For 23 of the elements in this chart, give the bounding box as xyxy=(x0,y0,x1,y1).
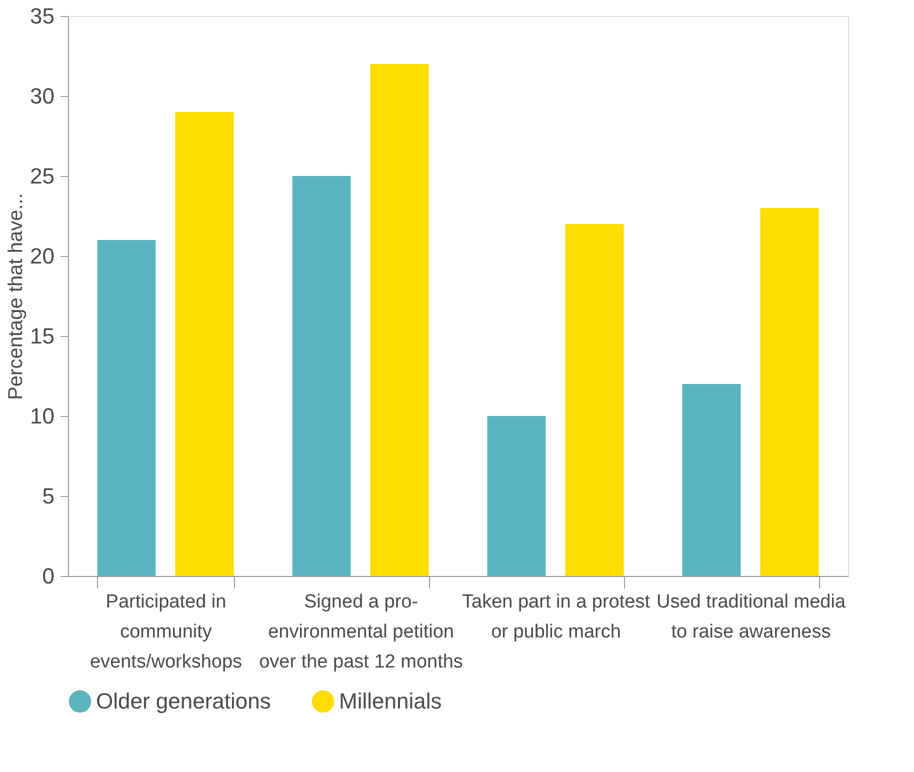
bar xyxy=(682,384,741,576)
x-tick-label: Participated in community events/workshops xyxy=(90,592,242,672)
y-tick-label: 25 xyxy=(30,164,54,188)
y-tick-label: 35 xyxy=(30,4,54,28)
bar xyxy=(97,240,156,576)
bar xyxy=(760,208,819,576)
y-tick-label: 30 xyxy=(30,84,54,108)
legend-label: Millennials xyxy=(339,688,442,714)
x-tick-label: Used traditional media to raise awareness xyxy=(656,592,846,642)
bar xyxy=(565,224,624,576)
bar xyxy=(487,416,546,576)
y-tick-label: 15 xyxy=(30,324,54,348)
bar xyxy=(370,64,429,576)
y-tick-label: 20 xyxy=(30,244,54,268)
x-tick-label: Taken part in a protest or public march xyxy=(462,592,651,642)
y-tick-label: 0 xyxy=(42,564,54,588)
y-axis-title: Percentage that have... xyxy=(5,193,28,400)
y-tick-label: 10 xyxy=(30,404,54,428)
bar xyxy=(175,112,234,576)
y-tick-label: 5 xyxy=(42,484,54,508)
legend-label: Older generations xyxy=(96,688,271,714)
x-tick-label: Signed a pro-environmental petition over the past 12 months xyxy=(259,592,463,672)
bar xyxy=(292,176,351,576)
